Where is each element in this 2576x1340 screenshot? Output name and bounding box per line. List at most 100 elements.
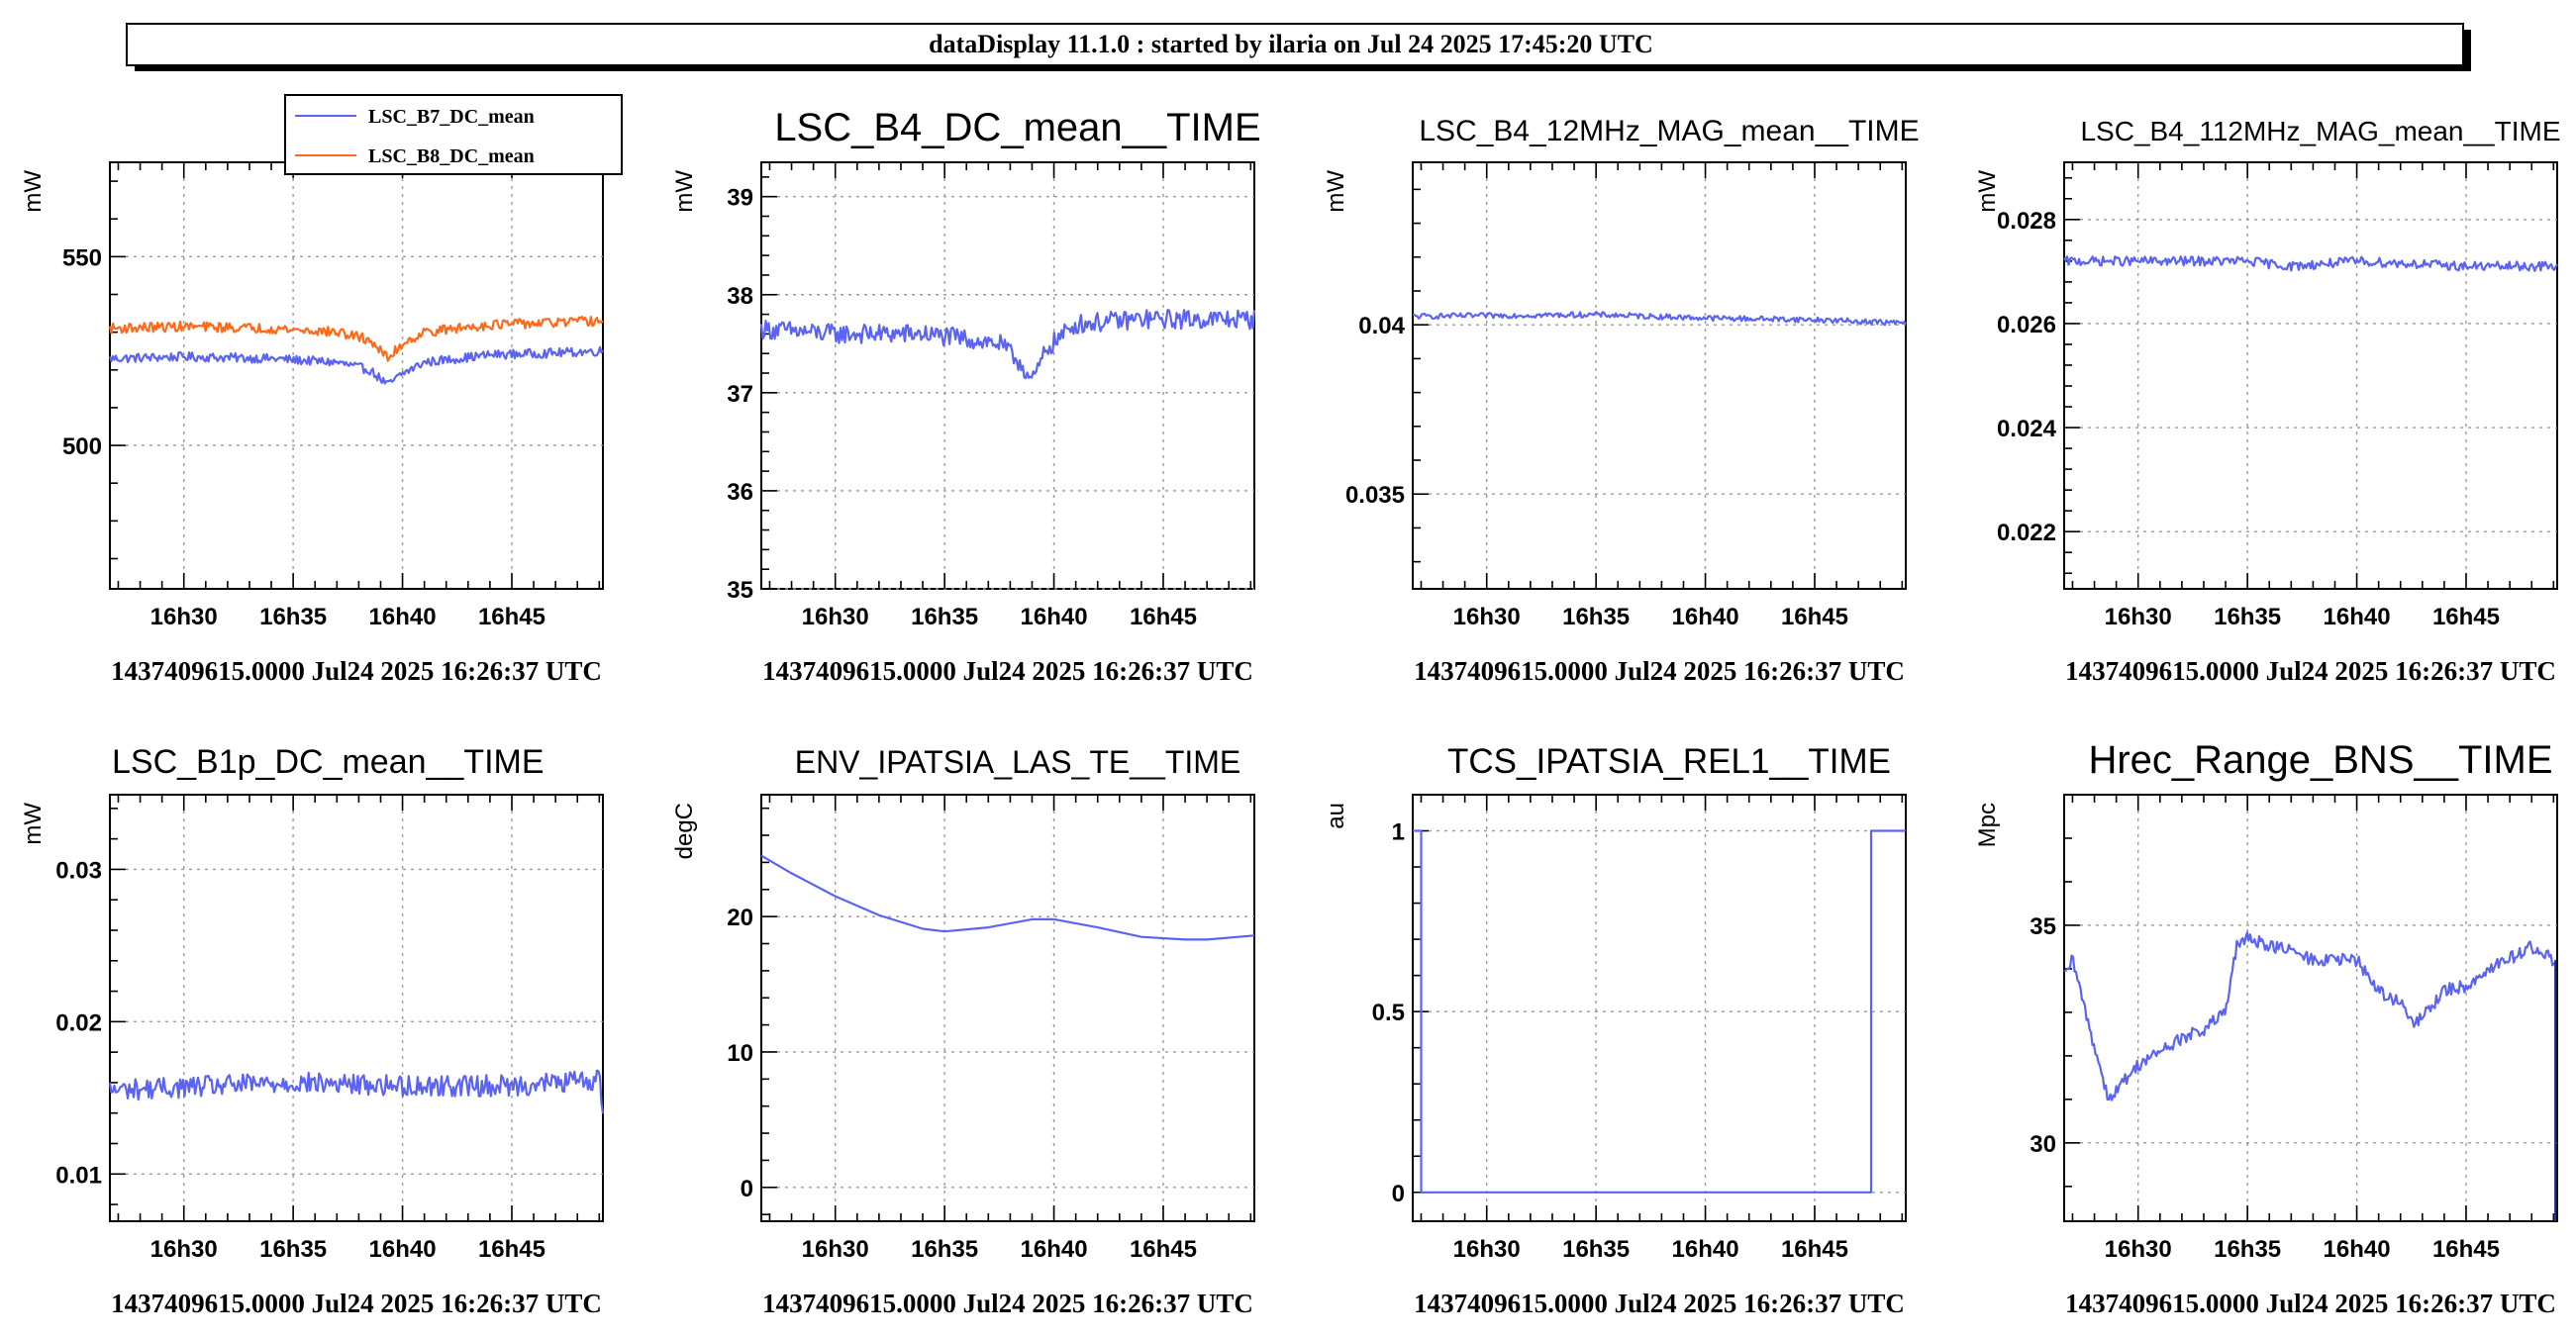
y-tick-label: 0.026 [1997,312,2056,338]
x-tick-label: 16h45 [1781,604,1848,630]
legend-box [284,94,623,175]
x-tick-label: 16h45 [478,604,545,630]
x-tick-label: 16h40 [1021,1236,1088,1263]
y-tick-label: 36 [727,479,753,506]
plot-title: Hrec_Range_BNS__TIME [2088,738,2552,782]
y-tick-label: 30 [2030,1131,2056,1158]
x-tick-label: 16h45 [1130,604,1197,630]
y-axis-label: mW [20,170,47,213]
plot-frame [109,794,604,1222]
x-tick-label: 16h40 [369,1236,437,1263]
series-line [1412,311,1907,327]
x-tick-label: 16h35 [2214,1236,2281,1263]
y-tick-label: 38 [727,283,753,310]
plot-panel: 16h30 16h35 16h40 16h45 0.01 0.02 0.03 mW LSC_B1… [20,743,605,1318]
plot-title: LSC_B4_12MHz_MAG_mean__TIME [1419,115,1919,147]
gps-timestamp: 1437409615.0000 Jul24 2025 16:26:37 UTC [2065,656,2556,686]
x-tick-label: 16h30 [2105,604,2172,630]
grid-lines [2064,795,2557,1221]
y-tick-label: 0 [1392,1181,1405,1207]
x-tick-label: 16h30 [802,604,869,630]
x-tick-label: 16h30 [1453,1236,1521,1263]
plot-title: TCS_IPATSIA_REL1__TIME [1447,742,1891,781]
plot-title: LSC_B1p_DC_mean__TIME [112,743,545,781]
plot-panel: 16h30 16h35 16h40 16h45 0 0.5 1 au TCS_IPATSIA_R… [1323,742,1907,1318]
series-line [2063,931,2556,1101]
plot-frame [2063,161,2558,590]
series-line [108,345,604,385]
x-tick-label: 16h35 [259,1236,327,1263]
plot-title: LSC_B4_DC_mean__TIME [774,106,1260,149]
grid-lines [110,162,603,589]
y-tick-label: 37 [727,381,753,408]
grid-lines [761,162,1254,590]
grid-lines [1413,162,1906,589]
x-tick-label: 16h40 [1672,604,1739,630]
header-title: dataDisplay 11.1.0 : started by ilaria o… [929,30,1653,58]
y-tick-label: 39 [727,185,753,212]
y-axis-label: mW [1323,170,1349,213]
y-axis-label: Mpc [1974,803,2001,847]
plot-frame [1412,161,1907,590]
y-axis-label: mW [671,170,698,213]
legend: LSC_B7_DC_mean LSC_B8_DC_mean [284,94,623,175]
x-tick-label: 16h30 [802,1236,869,1263]
grid-lines [761,795,1254,1221]
y-tick-label: 35 [727,577,753,604]
plot-title: LSC_B4_112MHz_MAG_mean__TIME [2080,116,2560,146]
plot-panel: 16h30 16h35 16h40 16h45 0.022 0.024 0.026 0.028… [1974,116,2561,686]
legend-entry-label: LSC_B8_DC_mean [368,145,535,167]
x-tick-label: 16h40 [1021,604,1088,630]
gps-timestamp: 1437409615.0000 Jul24 2025 16:26:37 UTC [762,656,1253,686]
series-line [1413,829,1906,1194]
grid-lines [110,795,603,1221]
plot-frame [1412,794,1907,1222]
x-tick-label: 16h35 [911,604,978,630]
y-tick-label: 0 [741,1176,753,1202]
y-tick-label: 0.01 [55,1162,102,1189]
y-tick-label: 0.04 [1358,313,1405,339]
x-tick-label: 16h40 [2324,1236,2391,1263]
y-tick-label: 35 [2030,913,2056,940]
gps-timestamp: 1437409615.0000 Jul24 2025 16:26:37 UTC [2065,1289,2556,1318]
x-tick-label: 16h30 [1453,604,1521,630]
series-line [108,1069,605,1114]
series-line [759,309,1256,380]
gps-timestamp: 1437409615.0000 Jul24 2025 16:26:37 UTC [1414,656,1905,686]
x-tick-label: 16h45 [1130,1236,1197,1263]
x-tick-label: 16h30 [2105,1236,2172,1263]
y-tick-label: 10 [727,1040,753,1067]
x-tick-label: 16h35 [911,1236,978,1263]
plot-panel: 16h30 16h35 16h40 16h45 30 35 Mpc Hrec_Range_BN… [1974,738,2558,1318]
series-line [2063,255,2558,272]
x-tick-label: 16h40 [1672,1236,1739,1263]
header-banner: dataDisplay 11.1.0 : started by ilaria o… [126,23,2471,71]
y-tick-label: 0.02 [55,1009,102,1036]
y-tick-label: 550 [62,244,102,271]
plot-frame [760,161,1255,590]
x-tick-label: 16h40 [2324,604,2391,630]
plot-frame [2063,794,2558,1222]
gps-timestamp: 1437409615.0000 Jul24 2025 16:26:37 UTC [1414,1289,1905,1318]
series-line [108,316,604,362]
y-tick-label: 0.022 [1997,520,2056,546]
gps-timestamp: 1437409615.0000 Jul24 2025 16:26:37 UTC [762,1289,1253,1318]
y-tick-label: 0.028 [1997,208,2056,235]
gps-timestamp: 1437409615.0000 Jul24 2025 16:26:37 UTC [111,1289,602,1318]
y-tick-label: 0.035 [1345,482,1405,509]
x-tick-label: 16h45 [2432,604,2500,630]
plot-panel: 16h30 16h35 16h40 16h45 0.035 0.04 mW LSC_B4_12… [1323,115,1920,686]
plot-panel: 16h30 16h35 16h40 16h45 35 36 37 38 39 mW LSC_B4_D… [671,106,1261,686]
y-axis-label: au [1323,803,1349,829]
grid-lines [2064,162,2557,589]
gps-timestamp: 1437409615.0000 Jul24 2025 16:26:37 UTC [111,656,602,686]
x-tick-label: 16h45 [478,1236,545,1263]
plot-title: ENV_IPATSIA_LAS_TE__TIME [795,744,1241,780]
y-tick-label: 0.5 [1372,1000,1405,1026]
header-frame [126,23,2464,66]
y-tick-label: 1 [1392,819,1405,846]
y-axis-label: mW [20,803,47,845]
x-tick-label: 16h35 [1562,1236,1630,1263]
y-axis-label: degC [671,803,698,859]
